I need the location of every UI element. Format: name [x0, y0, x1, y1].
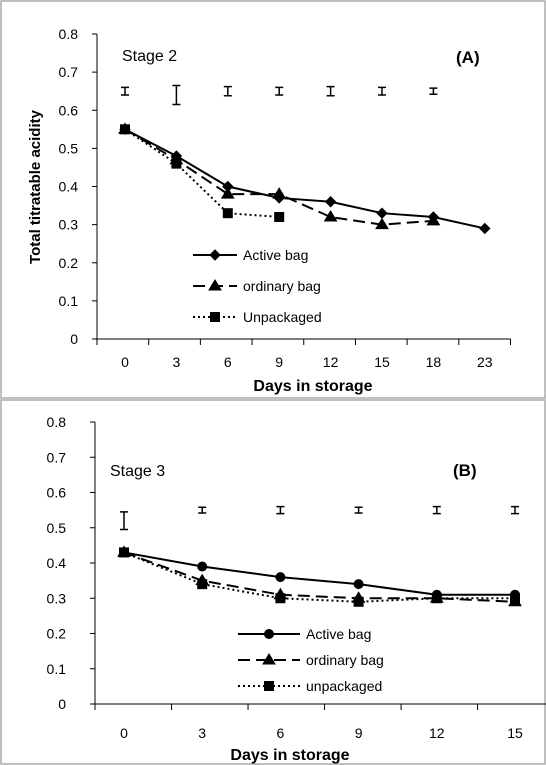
panel-b-legend-label: ordinary bag: [306, 652, 384, 668]
panel-a-data-point: [479, 222, 491, 235]
panel-a-legend-marker: [209, 249, 221, 261]
panel-a-error-bar: [378, 86, 386, 96]
panel-a-y-tick-label: 0.1: [59, 293, 79, 309]
panel-a-frame: [0, 0, 546, 399]
panel-a-data-point: [222, 208, 233, 219]
panel-a-x-tick-label: 3: [173, 354, 181, 370]
panel-a-data-point: [171, 158, 182, 169]
panel-a-error-bar: [121, 86, 129, 96]
panel-b-legend-marker: [262, 653, 276, 665]
panel-a-legend-label: Active bag: [243, 247, 308, 263]
panel-a-series-line-3: [124, 128, 280, 218]
panel-a-y-tick-label: 0: [70, 331, 78, 347]
panel-b-data-point: [275, 593, 286, 604]
panel-b-series-line-3: [123, 551, 515, 603]
panel-b-frame: [0, 399, 546, 765]
panel-a-x-tick-label: 23: [477, 354, 493, 370]
panel-a-error-bar: [429, 87, 438, 95]
panel-a-data-point: [120, 124, 130, 135]
panel-b-error-bar: [511, 505, 519, 515]
panel-b-error-bar: [120, 511, 128, 531]
panel-a-data-point: [272, 187, 287, 199]
panel-b-error-bar: [432, 505, 441, 515]
panel-a-error-bar: [172, 84, 181, 106]
panel-a-marks: 0 0.1 0.2 0.3 0.4 0.5 0.6 0.7 0.8 0 3 6 9 12 15 18 23 Act…: [59, 26, 511, 370]
panel-b-data-point: [197, 579, 208, 590]
panel-b-x-tick-label: 12: [429, 725, 445, 741]
panel-b-y-tick-label: 0.2: [47, 626, 67, 642]
panel-b-data-point: [119, 547, 129, 558]
panel-a-panel-label: (A): [456, 48, 480, 67]
panel-a-y-tick-label: 0.5: [59, 140, 79, 156]
panel-b-series-line-2: [123, 551, 516, 603]
panel-b-x-axis-label: Days in storage: [230, 747, 349, 764]
panel-a-y-tick-label: 0.8: [59, 26, 79, 42]
panel-a-error-bar: [223, 85, 232, 97]
panel-a-series-line-1: [124, 128, 486, 230]
panel-a-data-point: [375, 217, 389, 230]
panel-b-stage-label: Stage 3: [110, 463, 165, 480]
panel-a-y-axis-label: Total titratable acidity: [27, 109, 44, 264]
panel-a-data-point: [324, 196, 337, 208]
panel-b-y-tick-label: 0: [58, 696, 66, 712]
panel-b-data-point: [353, 579, 364, 590]
panel-a: 0 0.1 0.2 0.3 0.4 0.5 0.6 0.7 0.8 0 3 6 9 12 15 18 23 Act…: [0, 0, 546, 399]
panel-a-data-point: [323, 210, 338, 222]
panel-b-legend: Active bag ordinary bag unpackaged: [238, 626, 384, 694]
panel-a-error-bar: [275, 86, 284, 96]
panel-b-legend-marker: [264, 681, 274, 691]
panel-b-panel-label: (B): [453, 461, 477, 480]
panel-b-x-tick-label: 15: [507, 725, 523, 741]
panel-a-y-tick-label: 0.7: [59, 64, 79, 80]
panel-a-y-tick-label: 0.6: [59, 102, 79, 118]
panel-b-y-tick-label: 0.3: [47, 590, 67, 606]
panel-a-x-tick-label: 12: [323, 354, 339, 370]
panel-a-legend-marker: [210, 312, 220, 322]
panel-a-x-tick-label: 6: [224, 354, 232, 370]
panel-a-x-tick-label: 9: [275, 354, 283, 370]
panel-a-legend-label: Unpackaged: [243, 309, 322, 325]
panel-a-x-tick-label: 0: [121, 354, 129, 370]
panel-b-error-bar: [354, 506, 363, 514]
panel-a-y-tick-label: 0.3: [59, 217, 79, 233]
panel-b-legend-label: Active bag: [306, 626, 371, 642]
panel-b-legend-marker: [264, 629, 274, 639]
panel-b-y-tick-label: 0.4: [47, 555, 67, 571]
panel-b-data-point: [431, 593, 442, 604]
panel-b-data-point: [197, 561, 208, 572]
panel-b: 0 0.1 0.2 0.3 0.4 0.5 0.6 0.7 0.8 0 3 6 9 12 15 Active …: [0, 399, 546, 765]
panel-a-legend-marker: [208, 279, 222, 291]
panel-a-data-point: [220, 187, 235, 199]
panel-a-data-point: [426, 213, 441, 226]
panel-b-data-point: [510, 593, 520, 604]
panel-b-error-bar: [198, 506, 207, 514]
panel-a-legend: Active bag ordinary bag Unpackaged: [193, 247, 322, 325]
panel-b-marks: 0 0.1 0.2 0.3 0.4 0.5 0.6 0.7 0.8 0 3 6 9 12 15 Active …: [47, 414, 546, 741]
panel-b-y-tick-label: 0.6: [47, 485, 67, 501]
panel-b-y-tick-label: 0.7: [47, 449, 67, 465]
panel-b-x-tick-label: 3: [198, 725, 206, 741]
panel-a-y-tick-label: 0.4: [59, 179, 79, 195]
panel-a-data-point: [274, 212, 285, 222]
panel-a-legend-label: ordinary bag: [243, 278, 321, 294]
panel-b-x-tick-label: 9: [355, 725, 363, 741]
panel-b-x-tick-label: 0: [120, 725, 128, 741]
panel-a-x-axis-label: Days in storage: [253, 378, 372, 395]
panel-b-series-line-1: [123, 551, 515, 596]
panel-a-y-tick-label: 0.2: [59, 255, 79, 271]
panel-a-x-tick-label: 15: [374, 354, 390, 370]
panel-a-stage-label: Stage 2: [122, 48, 177, 65]
panel-b-y-tick-label: 0.8: [47, 414, 67, 430]
panel-b-data-point: [275, 572, 286, 583]
panel-b-legend-label: unpackaged: [306, 678, 382, 694]
panel-b-x-tick-label: 6: [277, 725, 285, 741]
panel-b-y-tick-label: 0.5: [47, 520, 67, 536]
panel-b-error-bar: [276, 505, 285, 515]
panel-b-data-point: [353, 596, 364, 607]
panel-b-y-tick-label: 0.1: [47, 661, 67, 677]
panel-a-x-tick-label: 18: [426, 354, 442, 370]
panel-a-error-bar: [326, 85, 335, 97]
